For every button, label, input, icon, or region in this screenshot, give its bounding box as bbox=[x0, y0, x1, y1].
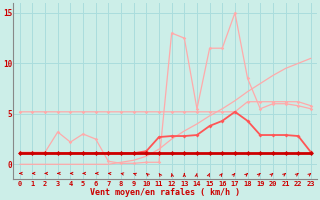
X-axis label: Vent moyen/en rafales ( km/h ): Vent moyen/en rafales ( km/h ) bbox=[90, 188, 240, 197]
